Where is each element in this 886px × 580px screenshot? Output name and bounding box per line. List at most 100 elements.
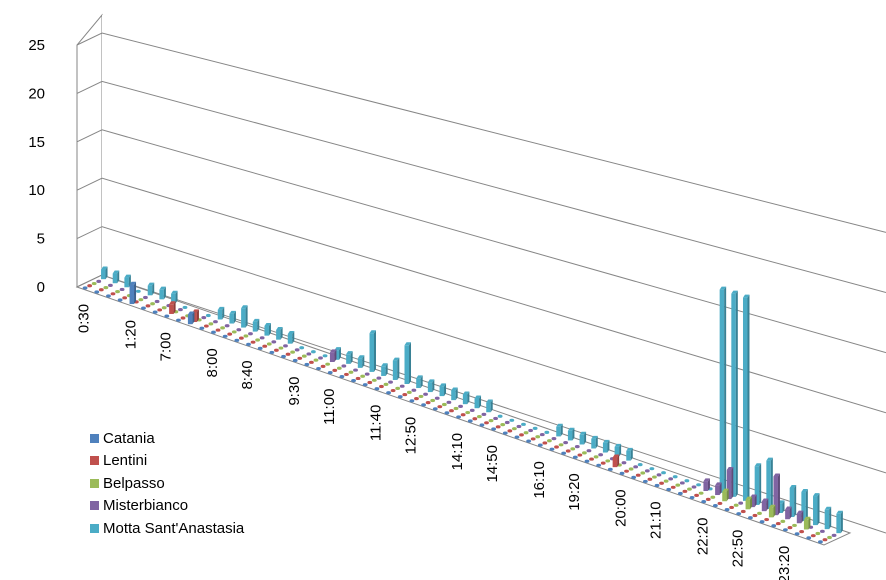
column-side bbox=[707, 478, 710, 492]
data-column bbox=[761, 498, 769, 512]
column-top bbox=[229, 310, 236, 314]
zero-marker bbox=[831, 533, 837, 537]
data-column bbox=[336, 366, 342, 370]
zero-marker bbox=[792, 523, 797, 528]
data-column bbox=[427, 379, 435, 393]
column-front bbox=[187, 314, 193, 325]
zero-marker bbox=[624, 469, 629, 473]
zero-marker bbox=[360, 374, 366, 378]
column-side bbox=[280, 326, 283, 340]
zero-marker bbox=[670, 485, 676, 489]
zero-marker bbox=[203, 324, 209, 328]
data-column bbox=[332, 368, 338, 372]
data-column bbox=[243, 334, 249, 338]
data-column bbox=[689, 495, 695, 500]
zero-marker bbox=[339, 375, 345, 379]
data-column bbox=[418, 394, 424, 399]
data-column bbox=[521, 422, 526, 426]
data-column bbox=[626, 447, 633, 461]
data-column bbox=[567, 427, 575, 441]
column-top bbox=[129, 281, 137, 285]
data-column bbox=[425, 401, 431, 405]
zero-marker bbox=[332, 368, 338, 372]
data-column bbox=[364, 372, 370, 376]
data-column bbox=[161, 306, 167, 310]
column-side bbox=[467, 391, 470, 405]
zero-marker bbox=[511, 427, 517, 431]
column-top bbox=[722, 488, 729, 492]
zero-marker bbox=[316, 366, 321, 371]
zero-marker bbox=[640, 471, 646, 475]
data-column bbox=[535, 435, 541, 439]
data-column bbox=[87, 284, 93, 288]
column-top bbox=[719, 286, 727, 290]
column-front bbox=[329, 352, 335, 363]
data-column bbox=[472, 417, 478, 421]
data-column bbox=[497, 414, 503, 418]
zero-marker bbox=[449, 409, 454, 413]
data-column bbox=[103, 285, 109, 290]
zero-marker bbox=[250, 340, 256, 344]
data-column bbox=[411, 388, 417, 392]
zero-marker bbox=[775, 521, 781, 526]
zero-marker bbox=[822, 538, 828, 542]
column-top bbox=[346, 351, 353, 355]
data-column bbox=[423, 392, 428, 396]
data-column bbox=[684, 479, 690, 483]
data-column bbox=[117, 298, 123, 302]
column-side bbox=[420, 375, 423, 389]
column-side bbox=[617, 454, 620, 468]
data-column bbox=[726, 467, 734, 500]
zero-marker bbox=[476, 414, 482, 419]
data-column bbox=[362, 383, 368, 387]
data-column bbox=[441, 402, 447, 407]
data-column bbox=[787, 526, 793, 530]
data-column bbox=[306, 352, 312, 356]
zero-marker bbox=[523, 431, 529, 435]
data-column bbox=[449, 409, 454, 413]
zero-marker bbox=[227, 332, 233, 336]
zero-marker bbox=[154, 299, 160, 304]
zero-marker bbox=[654, 483, 660, 488]
chart-walls bbox=[76, 13, 886, 533]
data-column bbox=[171, 290, 178, 304]
data-column bbox=[143, 295, 148, 300]
zero-marker bbox=[437, 405, 443, 409]
data-column bbox=[554, 445, 559, 449]
data-column bbox=[316, 366, 321, 371]
data-column bbox=[379, 384, 384, 389]
data-column bbox=[677, 491, 683, 496]
data-column bbox=[101, 266, 108, 280]
data-column bbox=[572, 455, 578, 459]
data-column bbox=[138, 298, 144, 302]
zero-marker bbox=[771, 524, 777, 528]
zero-marker bbox=[675, 483, 681, 487]
data-column bbox=[252, 318, 260, 332]
zero-marker bbox=[637, 463, 643, 467]
zero-marker bbox=[689, 495, 695, 500]
data-column bbox=[544, 430, 550, 434]
column-top bbox=[579, 431, 587, 435]
legend-item-misterbianco: Misterbianco bbox=[90, 495, 244, 518]
legend-item-motta: Motta Sant'Anastasia bbox=[90, 517, 244, 540]
data-column bbox=[229, 310, 236, 324]
column-front bbox=[486, 402, 491, 413]
data-column bbox=[82, 286, 88, 290]
zero-marker bbox=[234, 338, 240, 342]
zero-marker bbox=[164, 314, 170, 318]
data-column bbox=[409, 399, 415, 403]
data-column bbox=[465, 410, 471, 415]
column-front bbox=[369, 333, 374, 372]
column-front bbox=[474, 398, 480, 409]
data-column bbox=[703, 478, 710, 492]
zero-marker bbox=[371, 378, 377, 382]
y-axis-tick-labels: 0 5 10 15 20 25 bbox=[28, 37, 45, 296]
column-top bbox=[761, 498, 769, 502]
zero-marker bbox=[635, 473, 641, 477]
zero-marker bbox=[199, 326, 205, 330]
zero-marker bbox=[738, 501, 744, 505]
zero-marker bbox=[574, 445, 580, 449]
column-top bbox=[169, 301, 176, 305]
data-column bbox=[775, 521, 781, 526]
zero-marker bbox=[679, 481, 685, 485]
